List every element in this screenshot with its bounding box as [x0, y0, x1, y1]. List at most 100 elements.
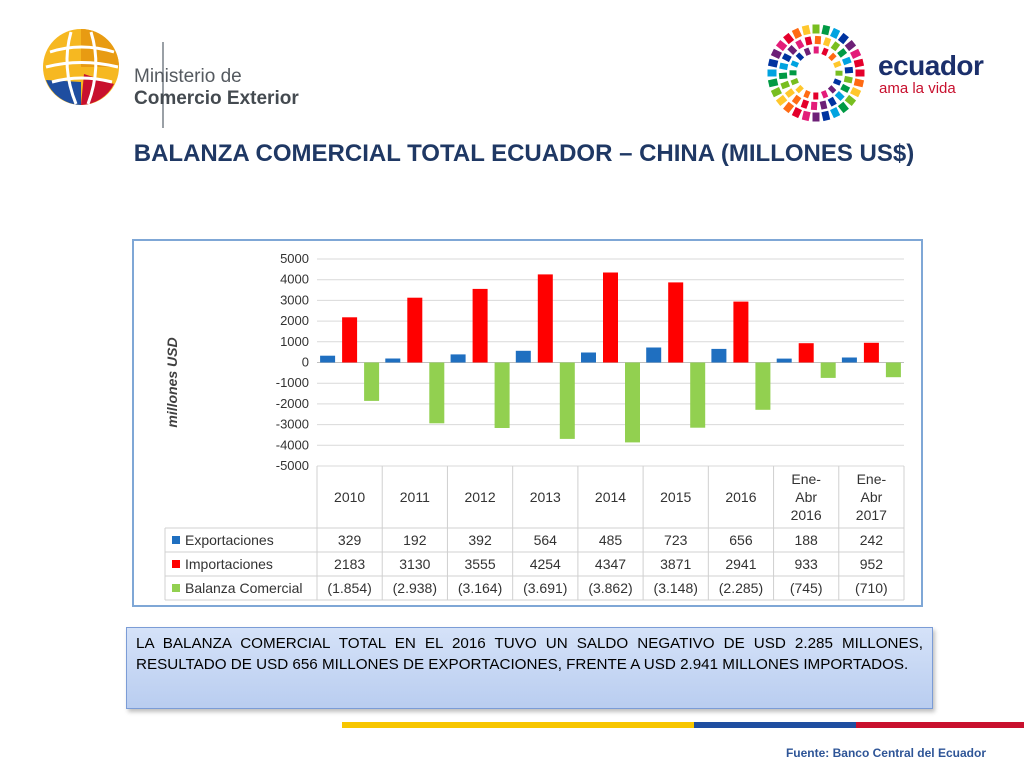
y-tick-label: -3000: [276, 417, 309, 432]
flag-stripe-red: [856, 722, 1024, 728]
bar-importaciones: [668, 282, 684, 363]
flag-stripe-blue: [694, 722, 856, 728]
flower-petal: [790, 77, 799, 86]
x-tick-label: 2011: [400, 489, 430, 505]
data-label: 329: [338, 532, 362, 548]
y-axis-label: millones USD: [164, 337, 180, 427]
flower-petal: [822, 37, 832, 47]
logo-divider: [162, 42, 164, 128]
flower-petal: [778, 72, 788, 80]
legend-label: Exportaciones: [185, 532, 274, 548]
legend-label: Importaciones: [185, 556, 273, 572]
y-tick-label: 1000: [280, 334, 309, 349]
flower-petal: [800, 99, 810, 109]
page-title: BALANZA COMERCIAL TOTAL ECUADOR – CHINA …: [133, 140, 915, 167]
bar-importaciones: [863, 342, 879, 363]
bar-exportaciones: [515, 350, 531, 363]
data-label: 188: [794, 532, 818, 548]
x-tick-label: 2012: [464, 489, 495, 505]
flower-petal: [853, 58, 865, 68]
y-tick-label: 2000: [280, 313, 309, 328]
x-tick-label: Ene-: [857, 471, 887, 487]
x-tick-label: 2016: [725, 489, 756, 505]
legend-swatch: [172, 536, 180, 544]
bar-exportaciones: [711, 348, 727, 363]
flower-petal: [775, 94, 788, 106]
data-label: (3.862): [588, 580, 632, 596]
flower-petal: [781, 53, 792, 63]
legend-swatch: [172, 560, 180, 568]
legend-swatch: [172, 584, 180, 592]
flower-petal: [770, 48, 782, 60]
flower-petal: [844, 66, 854, 74]
bar-exportaciones: [776, 358, 792, 363]
data-label: 4254: [530, 556, 561, 572]
bar-importaciones: [733, 301, 749, 363]
flower-petal: [829, 107, 841, 119]
flower-petal: [801, 24, 811, 36]
data-label: (745): [790, 580, 823, 596]
flag-stripe-yellow: [342, 722, 694, 728]
bar-balanza-comercial: [885, 362, 901, 378]
y-tick-label: -1000: [276, 375, 309, 390]
data-label: (3.164): [458, 580, 502, 596]
flower-petal: [850, 86, 862, 98]
y-tick-label: 5000: [280, 251, 309, 266]
flower-petal: [783, 101, 795, 114]
x-tick-label: Abr: [860, 489, 882, 505]
legend-label: Balanza Comercial: [185, 580, 303, 596]
flower-petal: [844, 94, 857, 106]
data-label: 3130: [399, 556, 430, 572]
flower-petal: [789, 70, 797, 76]
summary-note-text: LA BALANZA COMERCIAL TOTAL EN EL 2016 TU…: [136, 635, 923, 673]
ecuador-flower-icon: [767, 24, 865, 122]
flower-petal: [813, 92, 819, 100]
flower-petal: [795, 39, 805, 50]
data-label: (1.854): [327, 580, 371, 596]
bar-exportaciones: [646, 347, 662, 363]
ecuador-brand-logo: ecuador ama la vida: [762, 18, 992, 128]
flower-petal: [810, 101, 818, 111]
flower-petal: [827, 96, 837, 107]
x-tick-label: 2010: [334, 489, 365, 505]
flower-petal: [829, 27, 841, 39]
flower-petal: [784, 88, 795, 98]
data-label: (3.691): [523, 580, 567, 596]
data-label: 3555: [464, 556, 495, 572]
flower-petal: [844, 40, 857, 52]
data-label: 952: [860, 556, 884, 572]
flower-petal: [767, 78, 779, 88]
y-tick-label: -2000: [276, 396, 309, 411]
data-label: 485: [599, 532, 623, 548]
flower-petal: [801, 110, 811, 122]
flower-petal: [821, 24, 831, 36]
data-label: (710): [855, 580, 888, 596]
flower-petal: [840, 83, 851, 93]
bar-importaciones: [537, 274, 553, 363]
trade-balance-chart: 5000 4000 3000 2000 1000 0 -1000 -2000 -3000 -400…: [164, 251, 905, 601]
flower-petal: [834, 91, 845, 101]
bar-balanza-comercial: [494, 362, 510, 428]
flower-petal: [820, 90, 829, 99]
chart-frame: 5000 4000 3000 2000 1000 0 -1000 -2000 -3000 -400…: [132, 239, 923, 607]
flower-petal: [795, 52, 805, 61]
flower-petal: [813, 46, 819, 54]
bar-balanza-comercial: [690, 362, 706, 428]
flower-petal: [837, 101, 849, 114]
bar-balanza-comercial: [559, 362, 575, 439]
flower-petal: [791, 94, 802, 105]
flower-petal: [770, 86, 782, 98]
flower-petal: [821, 47, 829, 56]
flower-petal: [795, 84, 804, 94]
flower-petal: [830, 41, 841, 52]
x-tick-label: Ene-: [791, 471, 821, 487]
y-tick-label: -5000: [276, 458, 309, 473]
source-note: Fuente: Banco Central del Ecuador: [785, 746, 986, 760]
flower-petal: [850, 48, 862, 60]
flower-petal: [803, 47, 812, 56]
data-label: 4347: [595, 556, 626, 572]
ministry-emblem-icon: [43, 29, 119, 105]
flower-petal: [837, 32, 849, 45]
flower-petal: [803, 90, 811, 99]
data-label: (2.938): [393, 580, 437, 596]
